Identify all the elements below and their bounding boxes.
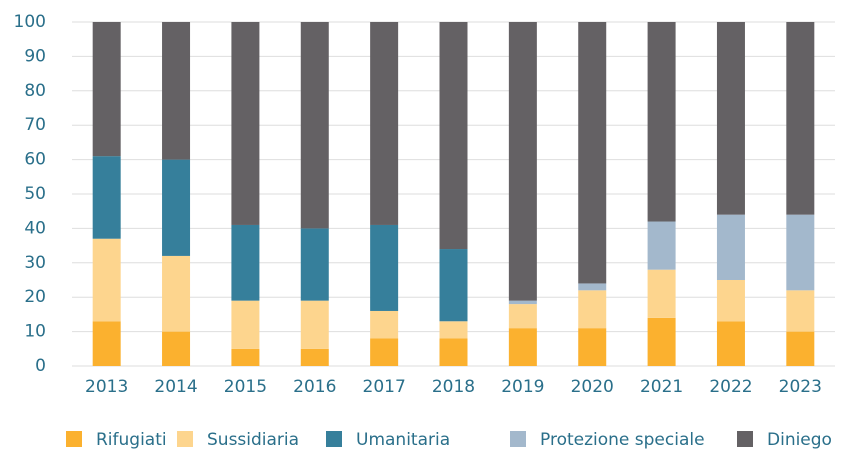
y-tick-label: 80 xyxy=(24,81,46,101)
x-tick-label: 2021 xyxy=(640,377,683,397)
x-tick-label: 2015 xyxy=(224,377,267,397)
bar-segment xyxy=(92,156,121,239)
legend-label: Protezione speciale xyxy=(540,430,705,450)
legend-label: Umanitaria xyxy=(356,430,450,450)
bar-segment xyxy=(439,22,468,250)
x-tick-label: 2020 xyxy=(571,377,614,397)
bar-segment xyxy=(647,22,676,222)
bar-segment xyxy=(647,317,676,366)
x-tick-label: 2016 xyxy=(293,377,336,397)
bar-segment xyxy=(508,328,537,366)
legend-swatch xyxy=(66,431,82,447)
bar-segment xyxy=(716,280,745,322)
bar-segment xyxy=(92,321,121,366)
bar-segment xyxy=(508,304,537,329)
legend-swatch xyxy=(737,431,753,447)
y-tick-label: 70 xyxy=(24,115,46,135)
legend-label: Rifugiati xyxy=(96,430,167,450)
bar-segment xyxy=(300,300,329,349)
y-tick-label: 0 xyxy=(35,356,46,376)
y-tick-label: 40 xyxy=(24,218,46,238)
bar-segment xyxy=(786,290,815,332)
x-tick-label: 2022 xyxy=(709,377,752,397)
bar-segment xyxy=(231,348,260,366)
legend-swatch xyxy=(177,431,193,447)
bar-segment xyxy=(92,238,121,322)
bar-segment xyxy=(300,348,329,366)
bar-segment xyxy=(439,249,468,322)
bar-segment xyxy=(578,290,607,329)
y-tick-label: 100 xyxy=(14,12,46,32)
bar-segment xyxy=(578,22,607,284)
x-tick-label: 2023 xyxy=(779,377,822,397)
bar-segment xyxy=(647,221,676,270)
y-tick-label: 50 xyxy=(24,184,46,204)
y-tick-label: 10 xyxy=(24,322,46,342)
bar-segment xyxy=(508,22,537,301)
y-tick-label: 20 xyxy=(24,287,46,307)
legend-swatch xyxy=(326,431,342,447)
bar-segment xyxy=(370,338,399,366)
bar-segment xyxy=(578,328,607,366)
x-tick-label: 2018 xyxy=(432,377,475,397)
bar-segment xyxy=(439,338,468,366)
bar-segment xyxy=(231,22,260,225)
y-tick-label: 60 xyxy=(24,150,46,170)
x-tick-label: 2013 xyxy=(85,377,128,397)
y-tick-label: 90 xyxy=(24,46,46,66)
bar-segment xyxy=(786,214,815,291)
bar-segment xyxy=(578,283,607,291)
bar-segment xyxy=(370,310,399,339)
legend-label: Diniego xyxy=(767,430,832,450)
bar-segment xyxy=(231,300,260,349)
bar-segment xyxy=(439,321,468,339)
bar-segment xyxy=(786,331,815,366)
bar-segment xyxy=(300,228,329,301)
bar-segment xyxy=(162,22,191,160)
x-tick-label: 2014 xyxy=(154,377,197,397)
bar-segment xyxy=(786,22,815,215)
legend-label: Sussidiaria xyxy=(207,430,299,450)
bar-segment xyxy=(92,22,121,157)
bar-segment xyxy=(162,331,191,366)
x-tick-label: 2017 xyxy=(363,377,406,397)
bar-segment xyxy=(716,321,745,366)
bar-segment xyxy=(300,22,329,229)
bar-segment xyxy=(162,159,191,256)
bar-segment xyxy=(162,255,191,332)
bar-segment xyxy=(231,224,260,301)
bar-segment xyxy=(716,214,745,280)
x-tick-label: 2019 xyxy=(501,377,544,397)
bar-segment xyxy=(370,22,399,225)
bar-segment xyxy=(716,22,745,215)
bar-segment xyxy=(647,269,676,318)
y-tick-label: 30 xyxy=(24,253,46,273)
bar-segment xyxy=(370,224,399,311)
legend-swatch xyxy=(510,431,526,447)
bar-segment xyxy=(508,300,537,305)
